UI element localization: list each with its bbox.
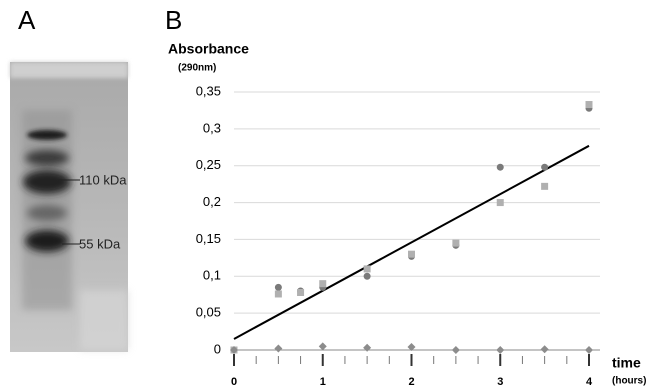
x-tick-label: 4 xyxy=(586,376,593,388)
trend-line xyxy=(234,146,589,339)
y-tick-label: 0,05 xyxy=(196,305,221,320)
y-axis-label: Absorbance xyxy=(168,41,249,57)
marker-label: 110 kDa xyxy=(79,172,127,187)
point xyxy=(452,346,460,354)
point xyxy=(496,346,504,354)
point xyxy=(275,290,282,297)
panel-label: A xyxy=(18,5,36,35)
gel-band xyxy=(25,150,69,166)
point xyxy=(586,101,593,108)
y-tick-label: 0,15 xyxy=(196,231,221,246)
point xyxy=(452,240,459,247)
y-tick-label: 0,3 xyxy=(203,120,221,135)
point xyxy=(541,164,548,171)
gel-band xyxy=(23,170,71,194)
gel-band xyxy=(27,205,67,221)
x-tick-label: 3 xyxy=(497,376,503,388)
point xyxy=(319,280,326,287)
y-tick-label: 0,35 xyxy=(196,83,221,98)
x-axis-label: time xyxy=(612,355,641,371)
y-tick-label: 0,1 xyxy=(203,268,221,283)
x-tick-label: 2 xyxy=(408,376,414,388)
point xyxy=(363,344,371,352)
gel-band xyxy=(25,230,69,252)
point xyxy=(541,183,548,190)
gel-image: 110 kDa 55 kDa xyxy=(10,62,128,352)
point xyxy=(497,164,504,171)
point xyxy=(297,289,304,296)
point xyxy=(319,342,327,350)
point xyxy=(497,199,504,206)
point xyxy=(274,345,282,353)
y-axis-unit: (290nm) xyxy=(178,63,216,74)
point xyxy=(364,265,371,272)
gel-well xyxy=(10,62,128,78)
y-tick-label: 0,25 xyxy=(196,157,221,172)
figure: A B 110 kDa 55 kDa Absorbance (290nm) ti… xyxy=(0,0,652,388)
x-axis-unit: (hours) xyxy=(612,376,646,387)
point xyxy=(541,345,549,353)
gel-band xyxy=(27,130,67,140)
point xyxy=(275,284,282,291)
y-tick-label: 0,2 xyxy=(203,194,221,209)
gel-smear xyxy=(80,290,128,350)
y-tick-label: 0 xyxy=(214,341,221,356)
x-tick-label: 0 xyxy=(231,376,237,388)
point xyxy=(585,346,593,354)
marker-label: 55 kDa xyxy=(79,236,121,251)
point xyxy=(364,273,371,280)
panel-label: B xyxy=(165,5,182,35)
page: A B 110 kDa 55 kDa Absorbance (290nm) ti… xyxy=(0,0,652,388)
x-tick-label: 1 xyxy=(320,376,326,388)
point xyxy=(408,251,415,258)
